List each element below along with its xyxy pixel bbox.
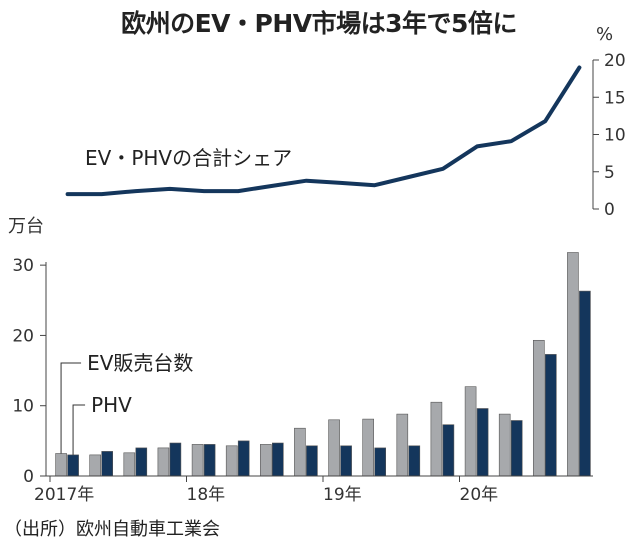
bar-y-tick-label: 20 xyxy=(12,326,34,346)
line-y-tick-label: 15 xyxy=(604,88,626,108)
line-y-tick-label: 10 xyxy=(604,126,626,146)
line-y-tick-label: 0 xyxy=(604,200,615,220)
share-line-label: EV・PHVの合計シェア xyxy=(85,146,292,170)
bar-phv xyxy=(442,424,455,477)
bar-ev xyxy=(55,453,67,477)
bar-x-tick-label: 20年 xyxy=(460,485,499,505)
bar-ev xyxy=(123,452,136,477)
bar-phv xyxy=(544,354,557,477)
bar-ev xyxy=(464,386,477,477)
phv-legend-label: PHV xyxy=(91,393,132,417)
bar-y-unit: 万台 xyxy=(8,216,44,237)
share-line xyxy=(65,65,582,197)
bar-ev xyxy=(259,444,272,477)
bar-phv xyxy=(340,445,352,477)
bar-phv xyxy=(101,451,113,477)
bar-phv xyxy=(476,408,489,477)
bar-y-tick-label: 30 xyxy=(12,256,34,276)
bar-phv xyxy=(135,447,148,477)
line-y-unit: % xyxy=(596,24,613,45)
bar-ev xyxy=(225,445,238,477)
bar-phv xyxy=(271,442,284,477)
bar-phv xyxy=(67,454,79,477)
bar-ev xyxy=(567,252,579,477)
bar-phv xyxy=(203,444,216,477)
bar-ev xyxy=(191,444,204,477)
bar-y-tick-label: 0 xyxy=(23,467,34,487)
bar-phv xyxy=(374,447,387,477)
bar-ev xyxy=(294,427,306,477)
source-note: （出所）欧州自動車工業会 xyxy=(4,519,220,540)
bar-ev xyxy=(498,413,511,477)
line-y-tick-label: 20 xyxy=(604,51,626,71)
ev-legend-label: EV販売台数 xyxy=(87,351,193,375)
bar-x-tick-label: 18年 xyxy=(187,485,226,505)
bar-ev xyxy=(532,339,545,477)
bar-y-tick-label: 10 xyxy=(12,397,34,417)
bar-phv xyxy=(237,440,250,477)
bar-ev xyxy=(157,447,170,477)
bar-ev xyxy=(396,413,409,477)
bar-x-tick-label: 19年 xyxy=(323,485,362,505)
bar-ev xyxy=(430,401,443,477)
bar-ev xyxy=(362,418,375,477)
bar-phv xyxy=(306,445,318,477)
ev-callout-line xyxy=(60,362,82,454)
bar-phv xyxy=(169,442,182,477)
bar-phv xyxy=(408,445,421,477)
chart-title: 欧州のEV・PHV市場は3年で5倍に xyxy=(121,9,517,38)
bar-phv xyxy=(510,420,523,477)
bar-phv xyxy=(579,290,591,477)
bar-ev xyxy=(328,419,340,477)
line-y-tick-label: 5 xyxy=(604,163,615,183)
bar-ev xyxy=(89,454,101,477)
phv-callout-line xyxy=(72,404,86,455)
bar-x-tick-label: 2017年 xyxy=(34,485,94,505)
